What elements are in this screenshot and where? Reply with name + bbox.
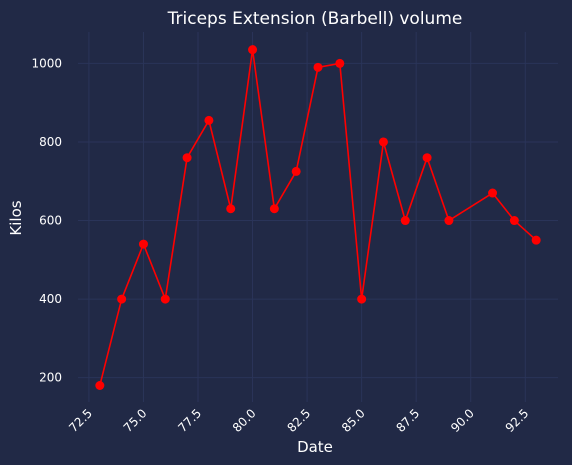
y-tick-label: 1000 xyxy=(31,56,62,70)
y-axis-label: Kilos xyxy=(7,200,25,235)
data-point xyxy=(269,204,279,214)
data-point xyxy=(488,188,498,198)
data-point xyxy=(95,381,105,391)
data-point xyxy=(531,235,541,245)
y-tick-label: 200 xyxy=(39,371,62,385)
data-point xyxy=(357,294,367,304)
data-point xyxy=(160,294,170,304)
data-point xyxy=(444,216,454,226)
data-point xyxy=(422,153,432,163)
y-axis-ticks: 200 400 600 800 1000 xyxy=(31,56,62,384)
data-point xyxy=(313,62,323,72)
data-point xyxy=(182,153,192,163)
x-axis-label: Date xyxy=(297,438,333,456)
data-point xyxy=(138,239,148,249)
series-layer xyxy=(95,45,541,391)
series-line xyxy=(99,49,537,386)
y-tick-label: 400 xyxy=(39,292,62,306)
data-point xyxy=(509,216,519,226)
data-point xyxy=(335,58,345,68)
data-point xyxy=(248,45,258,55)
y-tick-label: 800 xyxy=(39,135,62,149)
data-point xyxy=(204,115,214,125)
y-tick-label: 600 xyxy=(39,214,62,228)
data-point xyxy=(291,166,301,176)
data-point xyxy=(117,294,127,304)
data-point xyxy=(400,216,410,226)
data-point xyxy=(378,137,388,147)
chart-title: Triceps Extension (Barbell) volume xyxy=(167,9,463,29)
data-point xyxy=(226,204,236,214)
